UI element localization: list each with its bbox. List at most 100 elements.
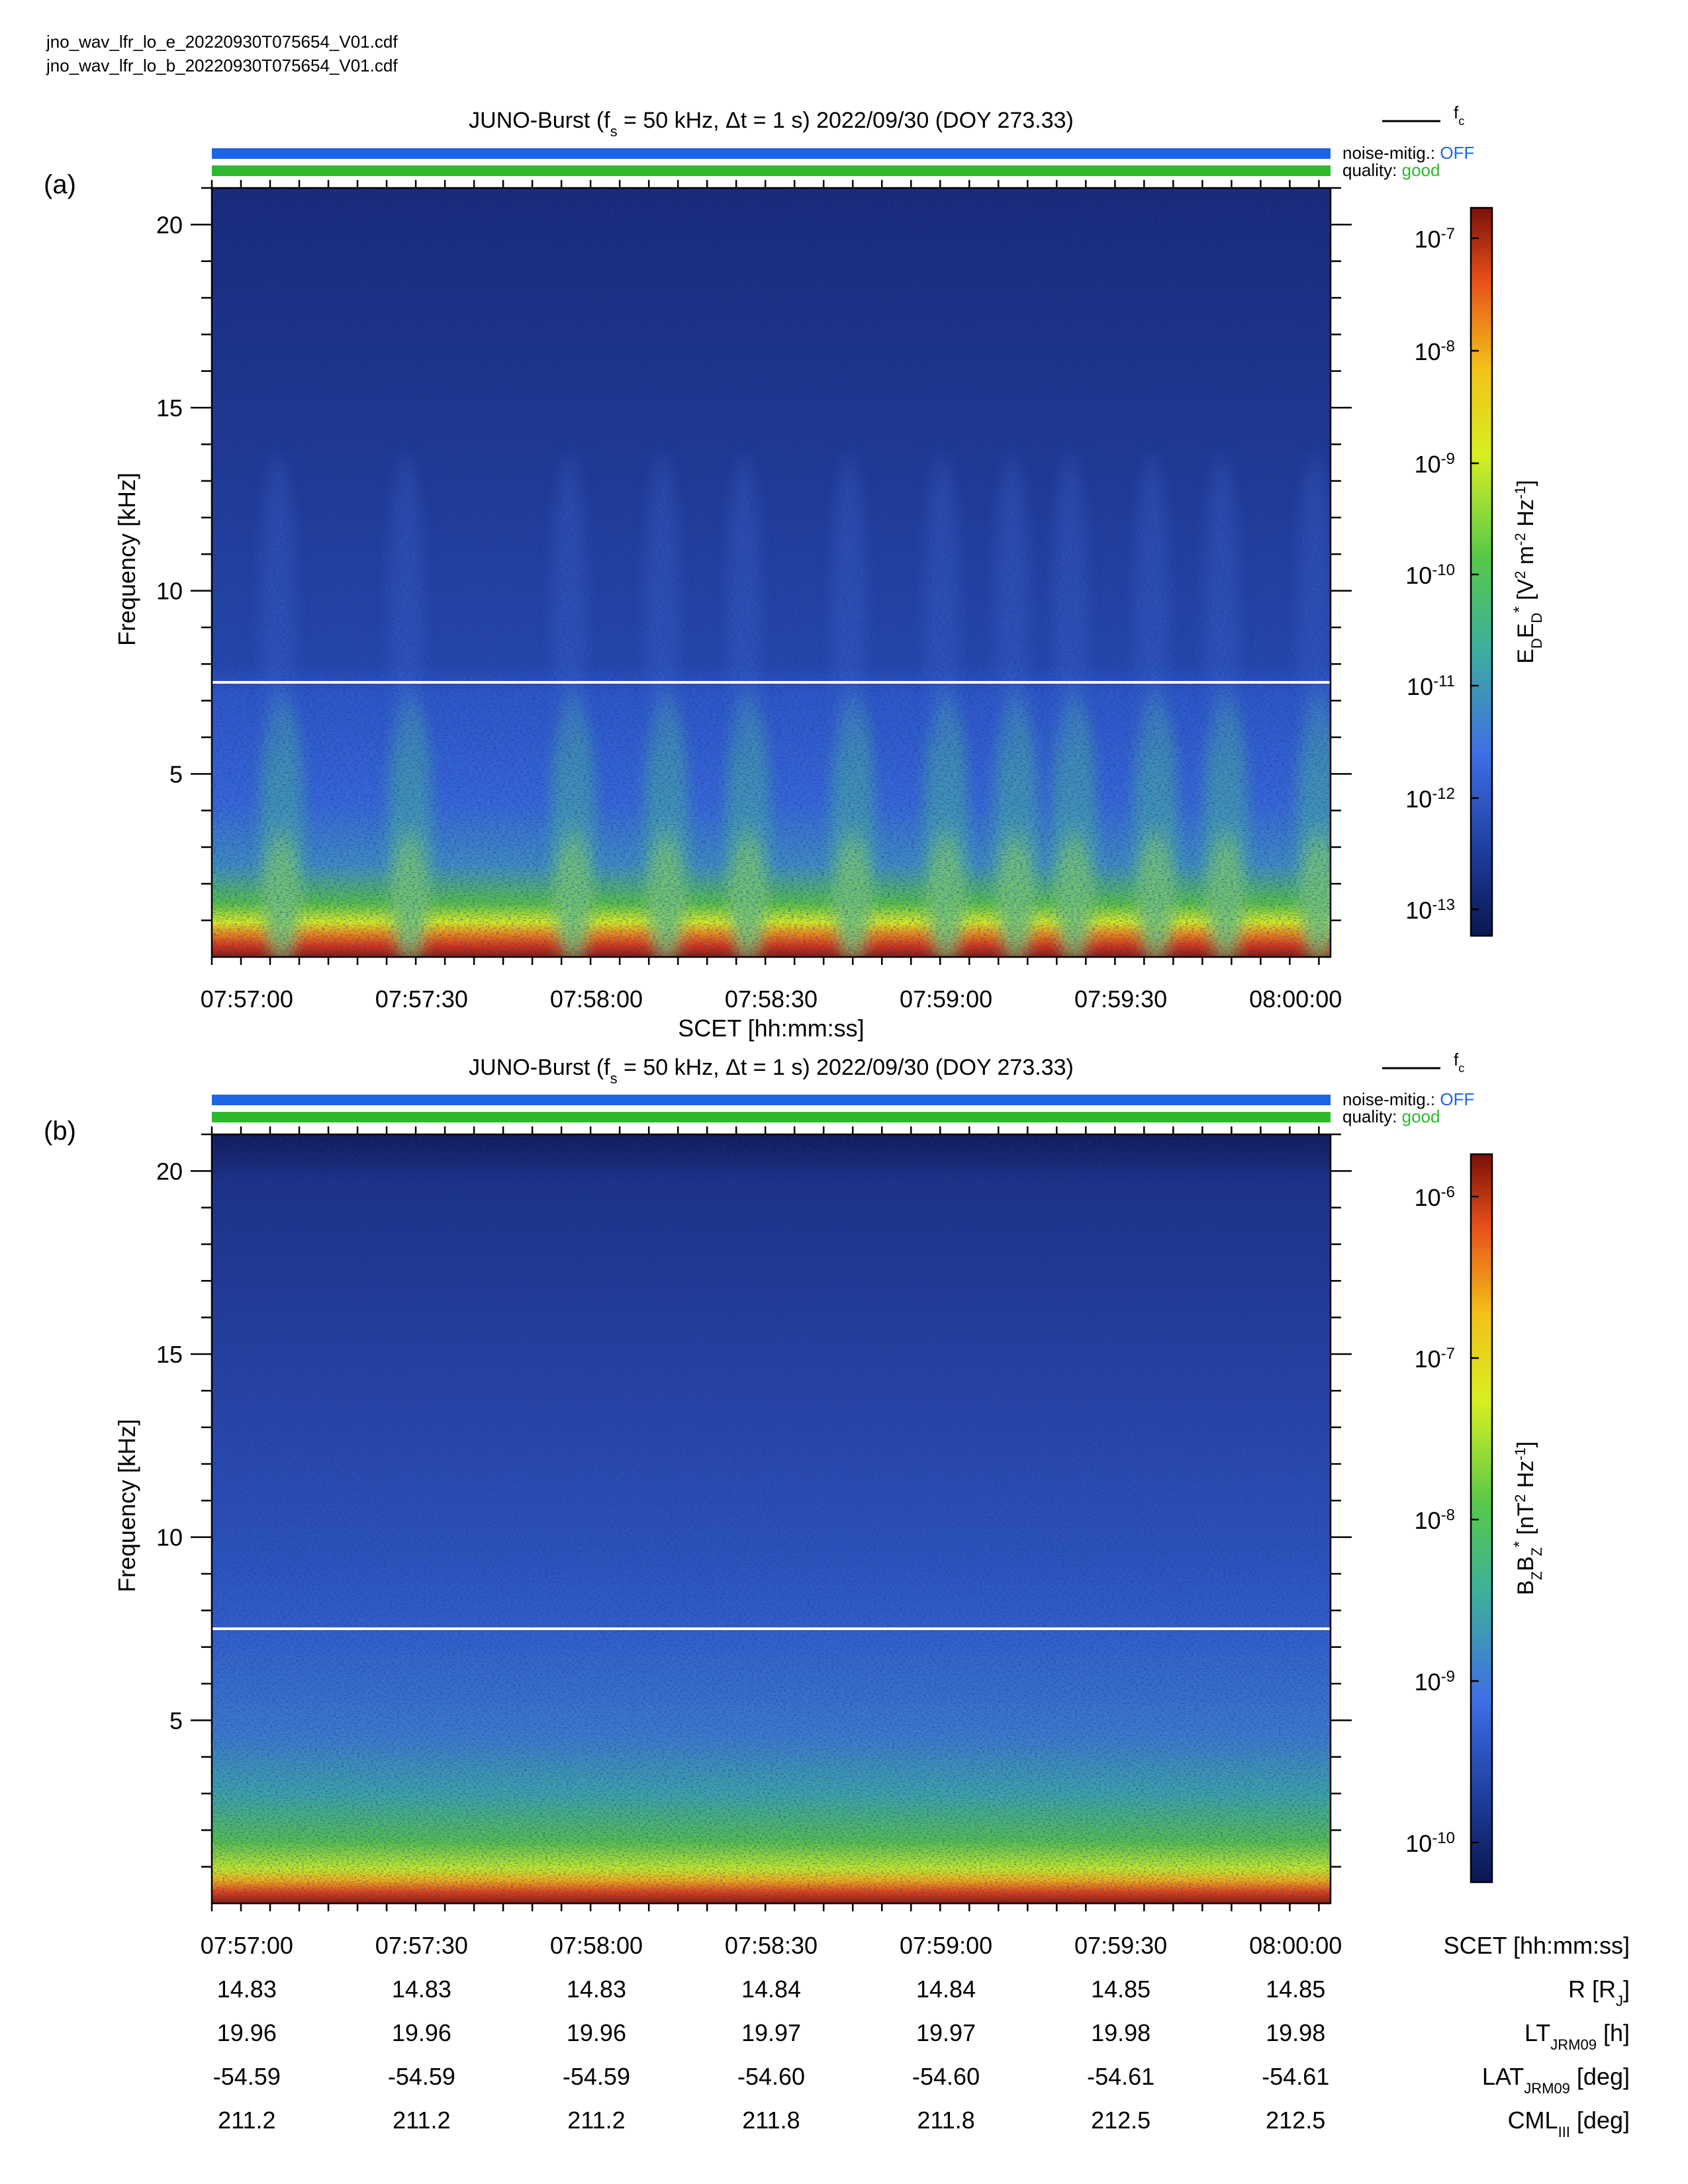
ephemeris-value: -54.61 <box>1262 2063 1329 2090</box>
ephemeris-value: 19.98 <box>1091 2019 1150 2046</box>
ephemeris-value: 19.98 <box>1266 2019 1325 2046</box>
colorbar-tick-label: 10-7 <box>1415 1345 1455 1373</box>
legend-fc-label: fc <box>1454 103 1464 128</box>
noise-mitigation-label: noise-mitig.: OFF <box>1342 1089 1474 1109</box>
plot-frame <box>211 187 1332 958</box>
ephemeris-value: 14.83 <box>217 1976 277 2003</box>
x-tick-label: 07:58:00 <box>550 985 643 1013</box>
ephemeris-value: 14.84 <box>916 1976 976 2003</box>
colorbar-tick-label: 10-7 <box>1415 225 1455 253</box>
ephemeris-value: 07:57:30 <box>375 1932 468 1959</box>
ephemeris-value: 07:59:30 <box>1074 1932 1167 1959</box>
ephemeris-value: 19.96 <box>567 2019 626 2046</box>
noise-mitigation-label: noise-mitig.: OFF <box>1342 143 1474 163</box>
colorbar-tick-label: 10-8 <box>1415 1506 1455 1535</box>
ephemeris-value: -54.60 <box>912 2063 980 2090</box>
legend-fc-label: fc <box>1454 1050 1464 1075</box>
y-tick-label: 20 <box>156 1158 183 1185</box>
x-tick-label: 07:57:00 <box>201 985 293 1013</box>
colorbar-tick-label: 10-10 <box>1405 561 1455 590</box>
spectrogram <box>212 1134 1331 1903</box>
ephemeris-value: 19.96 <box>217 2019 277 2046</box>
ephemeris-value: 14.83 <box>567 1976 626 2003</box>
noise-mitigation-bar <box>212 148 1331 159</box>
x-axis-label: SCET [hh:mm:ss] <box>678 1015 864 1042</box>
x-tick-label: 07:59:00 <box>900 985 992 1013</box>
ephemeris-value: 212.5 <box>1266 2107 1325 2134</box>
ephemeris-value: 211.2 <box>567 2107 625 2134</box>
ephemeris-label: R [RJ] <box>1568 1976 1630 2009</box>
ephemeris-value: -54.59 <box>213 2063 281 2090</box>
ephemeris-value: 19.97 <box>741 2019 801 2046</box>
y-tick-label: 5 <box>169 1707 183 1734</box>
spectrogram <box>212 188 1331 957</box>
ephemeris-value: 211.8 <box>917 2107 974 2134</box>
plot-frame <box>211 1133 1332 1905</box>
y-tick-label: 15 <box>156 394 183 422</box>
ephemeris-label: LTJRM09 [h] <box>1524 2019 1630 2053</box>
ephemeris-value: 07:58:00 <box>550 1932 643 1959</box>
colorbar-tick-label: 10-9 <box>1415 1668 1455 1696</box>
colorbar-tick-label: 10-13 <box>1405 896 1455 925</box>
ephemeris-value: 212.5 <box>1091 2107 1150 2134</box>
panel-label: (b) <box>44 1116 76 1146</box>
filename-e: jno_wav_lfr_lo_e_20220930T075654_V01.cdf <box>46 32 398 52</box>
y-tick-label: 15 <box>156 1341 183 1368</box>
ephemeris-value: 19.96 <box>392 2019 451 2046</box>
ephemeris-value: 14.83 <box>392 1976 451 2003</box>
ephemeris-value: 07:57:00 <box>201 1932 293 1959</box>
ephemeris-value: 211.2 <box>218 2107 275 2134</box>
colorbar-tick-label: 10-9 <box>1415 450 1455 478</box>
noise-mitigation-bar <box>212 1095 1331 1105</box>
colorbar <box>1470 1153 1493 1884</box>
x-tick-label: 07:59:30 <box>1074 985 1167 1013</box>
filename-b: jno_wav_lfr_lo_b_20220930T075654_V01.cdf <box>46 56 398 75</box>
ephemeris-table: 07:57:00 07:57:30 07:58:00 07:58:30 07:59:00… <box>201 1932 1630 2140</box>
quality-bar <box>212 165 1331 176</box>
ephemeris-label: LATJRM09 [deg] <box>1482 2063 1630 2097</box>
ephemeris-value: -54.59 <box>388 2063 455 2090</box>
colorbar-tick-label: 10-12 <box>1405 785 1455 813</box>
ephemeris-value: 14.85 <box>1091 1976 1150 2003</box>
ephemeris-value: 07:58:30 <box>725 1932 818 1959</box>
x-tick-label: 07:57:30 <box>375 985 468 1013</box>
panel-a: (a) JUNO-Burst (fs = 50 kHz, Δt = 1 s) 20… <box>44 103 1545 1042</box>
y-tick-label: 10 <box>156 1524 183 1551</box>
colorbar-tick-label: 10-11 <box>1407 672 1455 701</box>
ephemeris-value: 211.2 <box>393 2107 450 2134</box>
quality-bar <box>212 1112 1331 1122</box>
ephemeris-value: 14.84 <box>741 1976 801 2003</box>
colorbar-label: BZBZ* [nT2 Hz-1] <box>1511 1441 1545 1595</box>
spectrogram-texture <box>212 1134 1331 1903</box>
ephemeris-value: 08:00:00 <box>1249 1932 1342 1959</box>
y-axis-label: Frequency [kHz] <box>113 473 140 646</box>
y-tick-label: 20 <box>156 211 183 238</box>
x-tick-label: 08:00:00 <box>1249 985 1342 1013</box>
ephemeris-value: 14.85 <box>1266 1976 1325 2003</box>
panel-title: JUNO-Burst (fs = 50 kHz, Δt = 1 s) 2022/… <box>469 108 1074 140</box>
panel-label: (a) <box>44 170 76 199</box>
ephemeris-value: 211.8 <box>742 2107 800 2134</box>
ephemeris-value: -54.59 <box>563 2063 630 2090</box>
y-tick-label: 10 <box>156 578 183 605</box>
ephemeris-value: -54.61 <box>1087 2063 1154 2090</box>
ephemeris-value: 07:59:00 <box>900 1932 992 1959</box>
quality-label: quality: good <box>1342 160 1440 180</box>
y-axis-label: Frequency [kHz] <box>113 1419 140 1592</box>
colorbar-tick-label: 10-8 <box>1415 338 1455 366</box>
ephemeris-value: 19.97 <box>916 2019 976 2046</box>
y-tick-label: 5 <box>169 760 183 788</box>
spectrogram-texture <box>212 188 1331 957</box>
panel-b: (b) JUNO-Burst (fs = 50 kHz, Δt = 1 s) 20… <box>44 1050 1545 1911</box>
colorbar-tick-label: 10-6 <box>1415 1183 1455 1212</box>
colorbar-label: EDED* [V2 m-2 Hz-1] <box>1511 480 1545 664</box>
colorbar <box>1470 206 1493 937</box>
x-tick-label: 07:58:30 <box>725 985 818 1013</box>
panel-title: JUNO-Burst (fs = 50 kHz, Δt = 1 s) 2022/… <box>469 1055 1074 1087</box>
ephemeris-label: SCET [hh:mm:ss] <box>1444 1932 1630 1959</box>
quality-label: quality: good <box>1342 1107 1440 1126</box>
ephemeris-value: -54.60 <box>737 2063 805 2090</box>
ephemeris-label: CMLIII [deg] <box>1508 2107 1630 2140</box>
colorbar-tick-label: 10-10 <box>1405 1829 1455 1858</box>
